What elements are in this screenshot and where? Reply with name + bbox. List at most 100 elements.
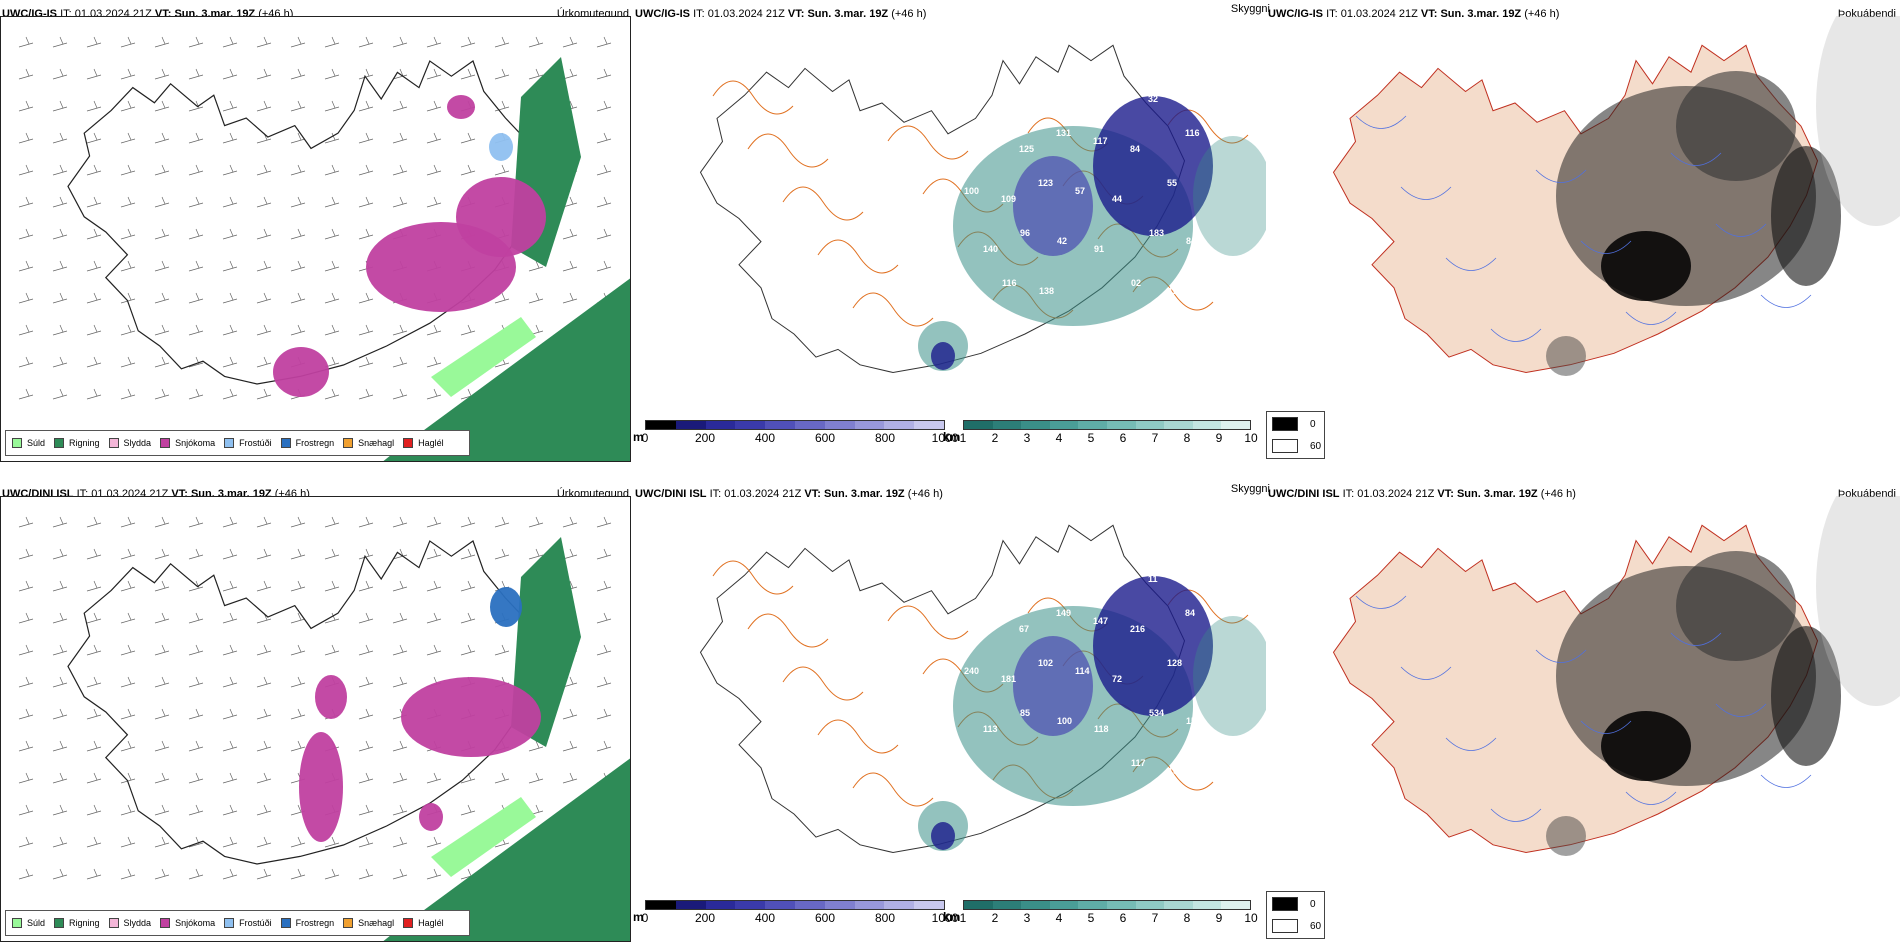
wind-barb: [222, 68, 238, 80]
wind-barb: [392, 836, 408, 848]
wind-barb: [120, 548, 136, 560]
wind-barb: [256, 804, 272, 816]
wind-barb: [86, 804, 102, 816]
colorbar-cell: [1221, 421, 1250, 429]
colorbar-cell: [992, 901, 1022, 909]
river-line: [1535, 649, 1587, 663]
wind-barb: [596, 644, 612, 656]
colorbar-tick: 3: [1023, 911, 1031, 925]
fog-map-svg: [1332, 16, 1900, 376]
wind-barb: [18, 68, 34, 80]
visibility-label: 142: [1037, 94, 1052, 104]
wind-barb: [154, 676, 170, 688]
wind-barb: [256, 772, 272, 784]
visibility-label: 147: [1093, 616, 1108, 626]
wind-barb: [290, 36, 306, 48]
legend-item: Haglél: [403, 918, 444, 928]
wind-barb: [18, 132, 34, 144]
wind-barb: [426, 164, 442, 176]
wind-barb: [52, 804, 68, 816]
wind-barb: [86, 68, 102, 80]
colorbar-cell: [1192, 421, 1222, 429]
visibility-label: 54: [1074, 558, 1084, 568]
wind-barb: [86, 164, 102, 176]
wind-barb: [52, 516, 68, 528]
wind-barb: [18, 676, 34, 688]
wind-barb: [120, 804, 136, 816]
wind-barb: [596, 260, 612, 272]
colorbar-cell: [884, 421, 915, 429]
colorbar-cell: [854, 901, 885, 909]
wind-barb: [494, 644, 510, 656]
wind-barb: [562, 676, 578, 688]
legend-label: Frostregn: [295, 918, 335, 928]
snow-area: [273, 347, 329, 397]
wind-barb: [256, 740, 272, 752]
visibility-mid-area: [1013, 156, 1093, 256]
fog-swatch-dense: [1272, 417, 1298, 431]
river-line: [1580, 720, 1632, 734]
visibility-label: 42: [1057, 236, 1067, 246]
legend-label: Snjókoma: [175, 438, 216, 448]
visibility-label: 70: [982, 136, 992, 146]
meter-colorbar-bar: [645, 420, 945, 430]
colorbar-cell: [735, 421, 766, 429]
meter-colorbar-bar: [645, 900, 945, 910]
wind-barb: [52, 388, 68, 400]
wind-barb: [596, 196, 612, 208]
wind-barb: [392, 644, 408, 656]
visibility-label: 534: [1149, 708, 1164, 718]
river-line: [1445, 737, 1497, 751]
wind-barb: [460, 132, 476, 144]
wind-barb: [528, 68, 544, 80]
wind-barb: [18, 740, 34, 752]
road-line: [817, 719, 899, 754]
river-line: [1400, 186, 1452, 200]
wind-barb: [154, 196, 170, 208]
panel-title: UWC/IG-IS IT: 01.03.2024 21Z VT: Sun. 3.…: [635, 8, 927, 20]
legend-item: Súld: [12, 918, 45, 928]
km-colorbar-bar: [963, 420, 1251, 430]
wind-barb: [120, 868, 136, 880]
wind-barb: [52, 260, 68, 272]
river-line: [1625, 311, 1677, 325]
iceland-coastline: [67, 540, 544, 865]
wind-barb: [120, 388, 136, 400]
colorbar-cell: [765, 421, 795, 429]
visibility-low-area: [931, 342, 955, 370]
wind-barb: [86, 388, 102, 400]
legend-swatch: [54, 918, 65, 928]
visibility-label: 166: [1000, 86, 1015, 96]
colorbar-tick: 400: [754, 911, 776, 925]
wind-barb: [324, 36, 340, 48]
wind-barb: [392, 356, 408, 368]
colorbar-tick: 1000: [931, 431, 959, 445]
visibility-label: 117: [1131, 758, 1146, 768]
visibility-label: 74: [982, 616, 992, 626]
rain-area-ocean: [383, 758, 630, 941]
wind-barb: [18, 644, 34, 656]
road-line: [887, 605, 969, 640]
colorbar-cell: [1106, 901, 1136, 909]
colorbar-cell: [1135, 901, 1165, 909]
wind-barb: [120, 612, 136, 624]
wind-barb: [494, 516, 510, 528]
visibility-label: 67: [1019, 624, 1029, 634]
colorbar-tick: 6: [1119, 431, 1127, 445]
panel-param-label: Þokuábendi: [1837, 488, 1896, 500]
visibility-label: 140: [1037, 574, 1052, 584]
wind-barb: [154, 580, 170, 592]
wind-barb: [18, 868, 34, 880]
visibility-label: 153: [1168, 766, 1183, 776]
colorbar-cell: [705, 421, 736, 429]
wind-barb: [290, 164, 306, 176]
road-line: [887, 125, 969, 160]
visibility-label: 72: [1112, 674, 1122, 684]
wind-barb: [528, 516, 544, 528]
wind-barb: [494, 548, 510, 560]
colorbar-tick: 4: [1055, 911, 1063, 925]
wind-barb: [18, 36, 34, 48]
wind-barb: [392, 68, 408, 80]
wind-barb: [426, 68, 442, 80]
colorbar-cell: [992, 421, 1022, 429]
